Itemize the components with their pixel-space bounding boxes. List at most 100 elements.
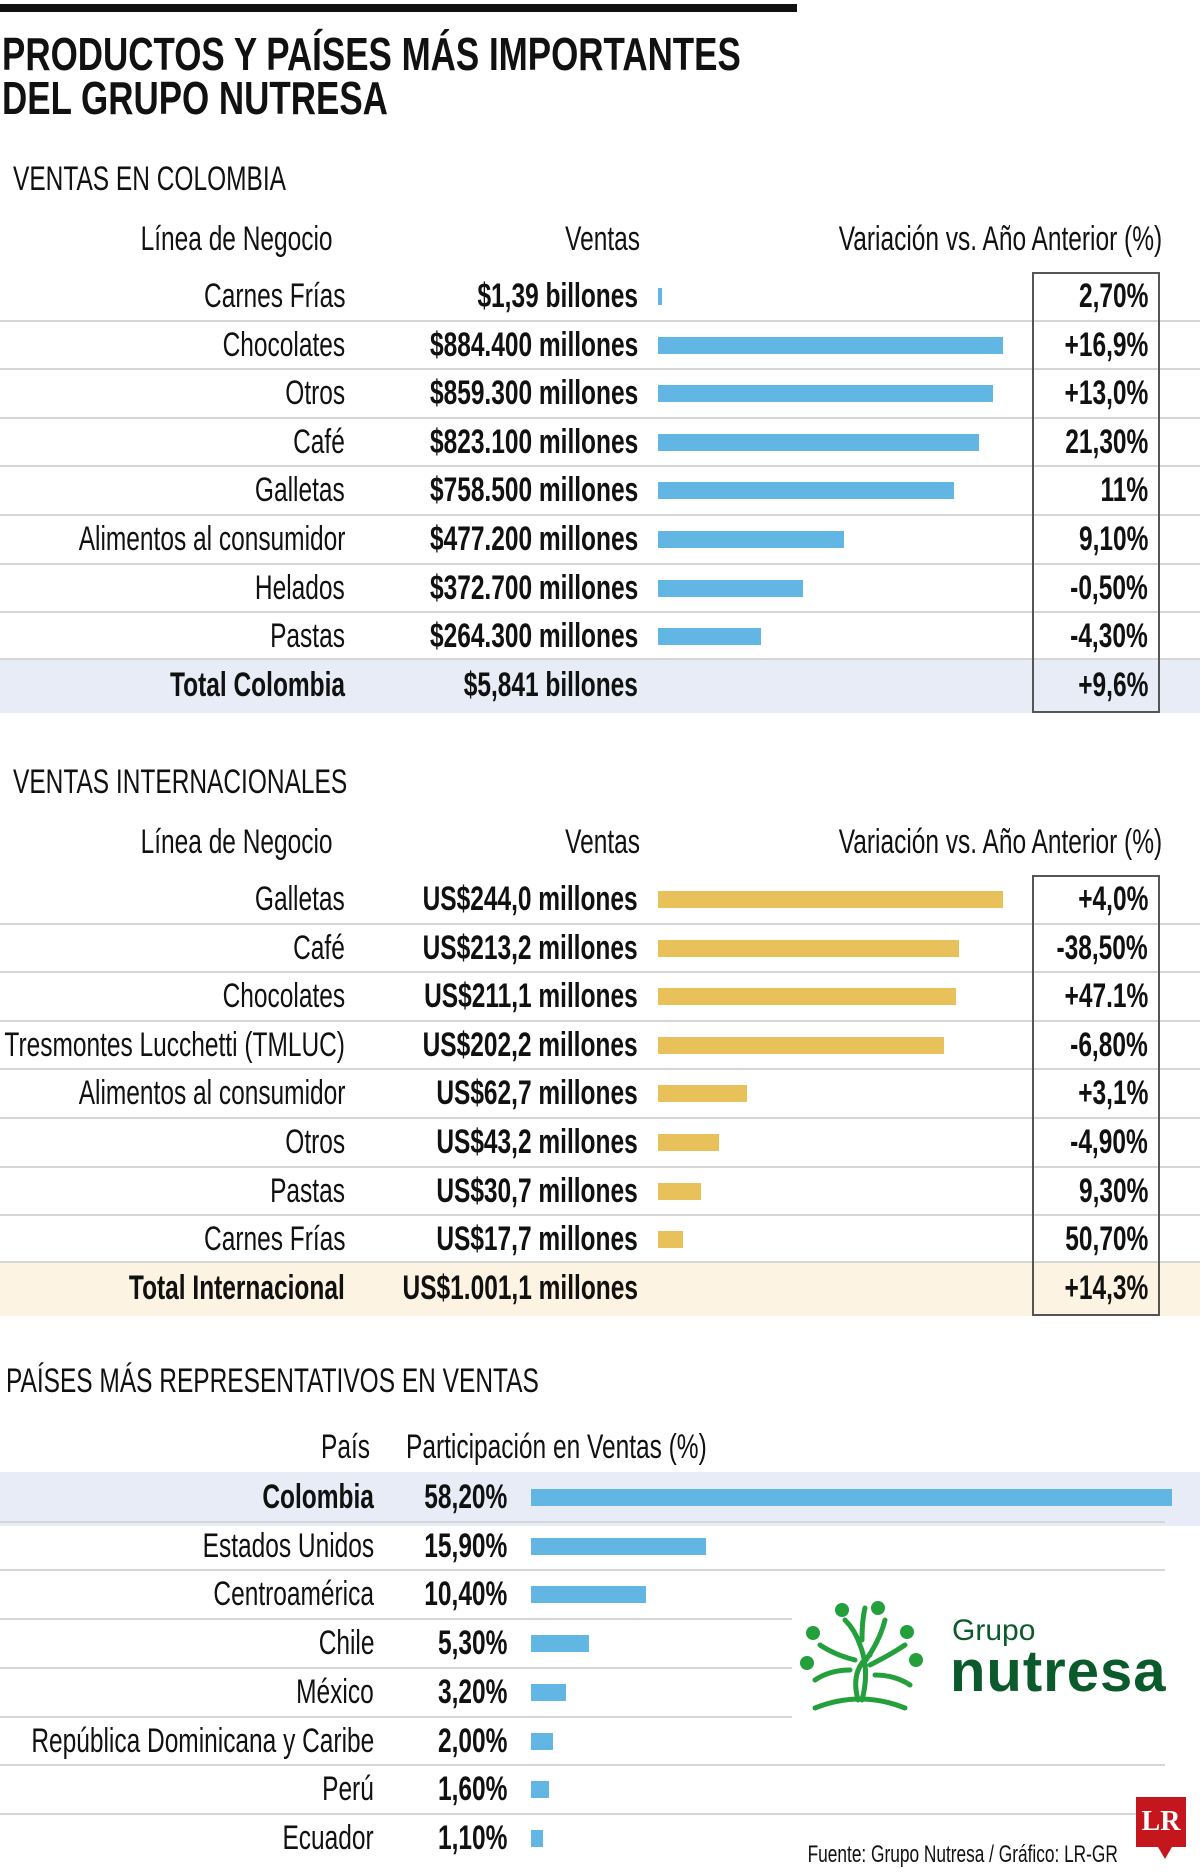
variation-value: 11% — [1100, 471, 1148, 510]
lr-badge-text: LR — [1141, 1806, 1181, 1837]
sales-bar — [658, 336, 1003, 354]
sales-bar — [658, 482, 954, 500]
business-line-label: Otros — [285, 374, 345, 413]
row-divider — [0, 1214, 1200, 1217]
country-label: República Dominicana y Caribe — [31, 1721, 374, 1760]
sales-value: $884.400 millones — [429, 325, 638, 364]
country-label: Estados Unidos — [202, 1526, 374, 1565]
variation-value: -6,80% — [1070, 1025, 1148, 1064]
variation-value: -4,30% — [1070, 617, 1148, 656]
share-bar — [531, 1781, 549, 1799]
sales-value: $372.700 millones — [429, 568, 638, 607]
country-label: México — [296, 1672, 374, 1711]
sales-value: $859.300 millones — [429, 374, 638, 413]
row-divider — [0, 1812, 1165, 1815]
row-divider — [0, 368, 1200, 371]
badge-tail — [1158, 1847, 1172, 1859]
sales-bar — [658, 628, 762, 646]
row-divider — [0, 1019, 1200, 1022]
page-title-line2: DEL GRUPO NUTRESA — [2, 72, 388, 124]
sales-value: US$43,2 millones — [436, 1123, 638, 1161]
total-variation: +14,3% — [1064, 1268, 1148, 1307]
business-line-label: Tresmontes Lucchetti (TMLUC) — [4, 1025, 345, 1064]
sales-value: US$213,2 millones — [423, 928, 638, 967]
total-sales: US$1.001,1 millones — [402, 1268, 638, 1307]
section-title: PAÍSES MÁS REPRESENTATIVOS EN VENTAS — [6, 1362, 539, 1400]
business-line-label: Carnes Frías — [203, 277, 345, 315]
sales-value: US$17,7 millones — [436, 1220, 638, 1259]
row-divider — [0, 562, 1200, 565]
sales-bar — [658, 579, 804, 597]
row-divider — [0, 514, 1200, 516]
share-value: 15,90% — [423, 1526, 507, 1565]
business-line-label: Chocolates — [222, 977, 345, 1016]
sales-bar — [658, 939, 960, 957]
sales-bar — [658, 891, 1003, 908]
row-divider — [0, 465, 1200, 468]
variation-value: +47.1% — [1064, 977, 1148, 1016]
business-line-label: Pastas — [270, 1171, 345, 1210]
header-business-line: Línea de Negocio — [141, 220, 333, 258]
business-line-label: Otros — [285, 1123, 345, 1161]
header-sales: Ventas — [565, 823, 640, 861]
row-divider — [0, 1260, 1200, 1263]
lr-badge: LR — [1136, 1797, 1186, 1859]
row-divider — [0, 1068, 1200, 1071]
sales-bar — [658, 988, 957, 1006]
sales-bar — [658, 288, 662, 305]
business-line-label: Café — [293, 928, 345, 967]
sales-value: US$244,0 millones — [423, 880, 638, 918]
tree-icon — [800, 1601, 923, 1711]
share-bar — [531, 1489, 1172, 1506]
business-line-label: Alimentos al consumidor — [78, 1074, 345, 1113]
variation-value: +16,9% — [1064, 325, 1148, 364]
total-label: Total Internacional — [129, 1268, 345, 1307]
row-divider — [0, 1117, 1200, 1119]
business-line-label: Pastas — [270, 617, 345, 656]
row-divider — [0, 611, 1200, 614]
business-line-label: Helados — [255, 568, 345, 607]
country-label: Ecuador — [282, 1818, 374, 1857]
country-label: Colombia — [262, 1478, 374, 1516]
variation-value: 9,30% — [1078, 1171, 1148, 1210]
share-bar — [531, 1537, 707, 1555]
business-line-label: Café — [293, 422, 345, 461]
sales-bar — [658, 1036, 944, 1054]
sales-bar — [658, 385, 994, 403]
row-divider — [0, 657, 1200, 660]
share-value: 58,20% — [423, 1478, 507, 1516]
share-bar — [531, 1732, 554, 1750]
share-value: 3,20% — [437, 1672, 507, 1711]
sales-value: $758.500 millones — [429, 471, 638, 510]
sales-value: US$30,7 millones — [436, 1171, 638, 1210]
row-divider — [0, 416, 1200, 419]
grupo-nutresa-logo: Grupo nutresa — [800, 1600, 1170, 1720]
variation-column-box — [1032, 272, 1160, 713]
row-divider — [0, 1165, 1200, 1168]
business-line-label: Alimentos al consumidor — [78, 520, 345, 558]
share-bar — [531, 1829, 544, 1847]
variation-value: -4,90% — [1070, 1123, 1148, 1161]
top-rule — [0, 4, 797, 12]
row-divider — [0, 922, 1200, 925]
variation-value: +3,1% — [1077, 1074, 1148, 1113]
sales-bar — [658, 1182, 702, 1200]
business-line-label: Carnes Frías — [203, 1220, 345, 1259]
row-divider — [0, 1666, 792, 1669]
row-divider — [0, 1618, 792, 1621]
business-line-label: Galletas — [255, 880, 345, 918]
share-bar — [531, 1635, 590, 1653]
share-value: 5,30% — [437, 1624, 507, 1663]
row-divider — [0, 971, 1200, 974]
share-bar — [531, 1586, 646, 1604]
row-divider — [0, 1520, 1165, 1523]
row-divider — [0, 1764, 1165, 1767]
variation-value: 50,70% — [1064, 1220, 1148, 1259]
business-line-label: Chocolates — [222, 325, 345, 364]
total-band — [0, 658, 1200, 713]
variation-value: +4,0% — [1077, 880, 1148, 918]
row-divider — [0, 1569, 1165, 1572]
sales-bar — [658, 433, 980, 451]
share-value: 1,10% — [437, 1818, 507, 1857]
header-variation: Variación vs. Año Anterior (%) — [838, 220, 1162, 258]
